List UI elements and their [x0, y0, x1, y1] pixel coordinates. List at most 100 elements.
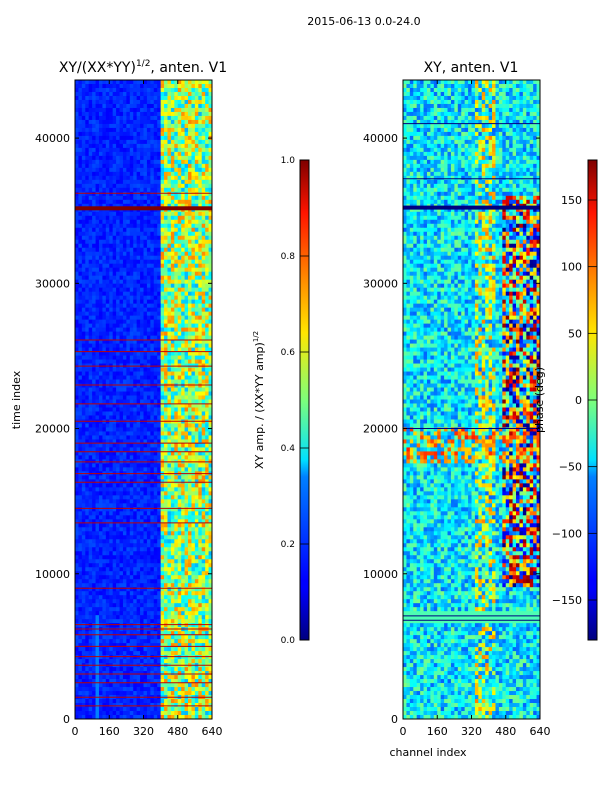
- heatmap-cell: [157, 347, 162, 352]
- heatmap-cell: [164, 299, 168, 305]
- heatmap-cell: [184, 423, 189, 428]
- heatmap-cell: [105, 235, 110, 241]
- heatmap-cell: [116, 179, 120, 185]
- heatmap-cell: [95, 87, 100, 93]
- heatmap-cell: [208, 407, 213, 412]
- heatmap-cell: [133, 347, 138, 352]
- heatmap-cell: [188, 371, 192, 376]
- heatmap-cell: [191, 287, 196, 293]
- heatmap-cell: [208, 539, 213, 544]
- heatmap-cell: [95, 511, 100, 516]
- heatmap-cell: [153, 399, 158, 404]
- heatmap-cell: [143, 287, 148, 293]
- heatmap-cell: [205, 135, 209, 141]
- heatmap-cell: [174, 115, 179, 121]
- heatmap-cell: [102, 355, 107, 360]
- heatmap-cell: [191, 499, 196, 504]
- heatmap-cell: [122, 147, 127, 153]
- heatmap-cell: [157, 479, 162, 484]
- heatmap-cell: [116, 407, 120, 412]
- heatmap-cell: [160, 119, 165, 125]
- heatmap-cell: [140, 475, 144, 480]
- heatmap-cell: [205, 123, 209, 129]
- heatmap-cell: [174, 291, 179, 297]
- heatmap-cell: [194, 387, 199, 392]
- heatmap-cell: [143, 127, 148, 133]
- heatmap-cell: [194, 127, 199, 133]
- heatmap-cell: [129, 167, 134, 173]
- heatmap-cell: [92, 499, 96, 504]
- heatmap-cell: [95, 555, 100, 560]
- heatmap-cell: [81, 95, 86, 101]
- heatmap-cell: [92, 407, 96, 412]
- heatmap-cell: [188, 299, 192, 305]
- heatmap-cell: [184, 83, 189, 89]
- heatmap-cell: [157, 83, 162, 89]
- heatmap-cell: [150, 575, 155, 580]
- heatmap-cell: [150, 435, 155, 440]
- heatmap-cell: [170, 383, 175, 388]
- heatmap-cell: [191, 123, 196, 129]
- heatmap-cell: [201, 307, 206, 313]
- heatmap-cell: [170, 375, 175, 380]
- heatmap-cell: [126, 547, 131, 552]
- heatmap-cell: [88, 91, 93, 97]
- heatmap-cell: [153, 411, 158, 416]
- heatmap-cell: [122, 179, 127, 185]
- heatmap-cell: [198, 175, 203, 181]
- heatmap-cell: [160, 239, 165, 245]
- heatmap-cell: [136, 483, 141, 488]
- heatmap-cell: [81, 515, 86, 520]
- heatmap-cell: [150, 547, 155, 552]
- heatmap-cell: [92, 127, 96, 133]
- heatmap-cell: [95, 315, 100, 321]
- heatmap-cell: [167, 395, 172, 400]
- heatmap-cell: [75, 311, 79, 317]
- heatmap-cell: [92, 455, 96, 460]
- heatmap-cell: [75, 559, 79, 564]
- heatmap-cell: [133, 507, 138, 512]
- heatmap-cell: [98, 519, 103, 524]
- heatmap-cell: [143, 375, 148, 380]
- heatmap-cell: [177, 415, 182, 420]
- heatmap-cell: [140, 203, 144, 209]
- heatmap-cell: [191, 255, 196, 261]
- heatmap-cell: [164, 243, 168, 249]
- heatmap-cell: [116, 519, 120, 524]
- heatmap-cell: [126, 271, 131, 277]
- heatmap-cell: [201, 527, 206, 532]
- heatmap-cell: [174, 423, 179, 428]
- heatmap-cell: [81, 103, 86, 109]
- heatmap-cell: [133, 259, 138, 265]
- heatmap-cell: [188, 507, 192, 512]
- heatmap-cell: [78, 235, 83, 241]
- heatmap-cell: [208, 211, 213, 217]
- heatmap-cell: [95, 387, 100, 392]
- heatmap-cell: [150, 519, 155, 524]
- heatmap-cell: [167, 119, 172, 125]
- heatmap-cell: [194, 391, 199, 396]
- heatmap-cell: [81, 567, 86, 572]
- heatmap-cell: [75, 543, 79, 548]
- heatmap-cell: [174, 491, 179, 496]
- heatmap-cell: [81, 235, 86, 241]
- heatmap-cell: [88, 243, 93, 249]
- heatmap-cell: [129, 219, 134, 225]
- heatmap-cell: [85, 123, 90, 129]
- heatmap-cell: [143, 563, 148, 568]
- heatmap-cell: [174, 435, 179, 440]
- heatmap-cell: [136, 491, 141, 496]
- heatmap-cell: [95, 559, 100, 564]
- heatmap-cell: [136, 311, 141, 317]
- heatmap-cell: [194, 495, 199, 500]
- heatmap-cell: [160, 251, 165, 257]
- heatmap-cell: [146, 519, 151, 524]
- heatmap-cell: [191, 335, 196, 340]
- heatmap-cell: [157, 135, 162, 141]
- heatmap-cell: [174, 411, 179, 416]
- heatmap-cell: [194, 283, 199, 289]
- heatmap-cell: [153, 531, 158, 536]
- heatmap-cell: [143, 423, 148, 428]
- heatmap-cell: [112, 519, 117, 524]
- heatmap-cell: [126, 219, 131, 225]
